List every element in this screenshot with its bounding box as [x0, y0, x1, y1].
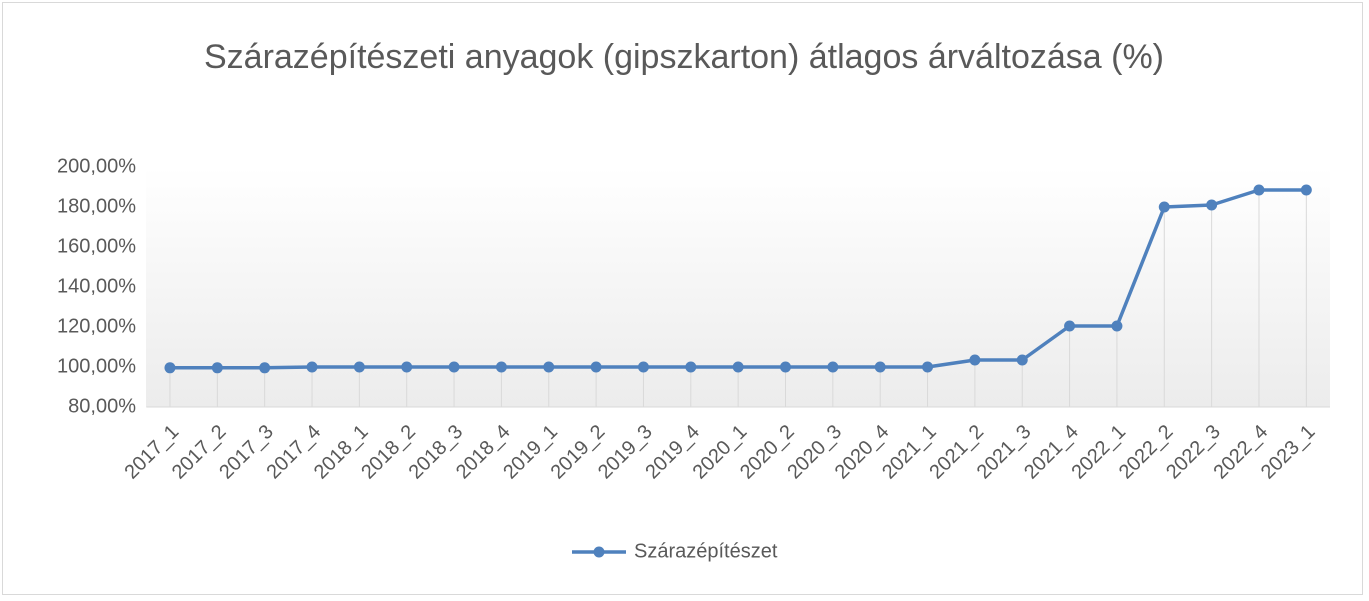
data-point	[211, 362, 223, 374]
data-point	[969, 354, 981, 366]
data-point	[1253, 184, 1265, 196]
legend-marker	[593, 546, 605, 558]
x-tick-label: 2023_1	[1257, 421, 1320, 484]
data-point	[827, 361, 839, 373]
data-point	[685, 361, 697, 373]
chart-title: Szárazépítészeti anyagok (gipszkarton) á…	[203, 38, 1165, 76]
data-point	[1300, 184, 1312, 196]
data-point	[590, 361, 602, 373]
y-tick-label: 140,00%	[57, 275, 136, 297]
data-point	[495, 361, 507, 373]
data-point	[164, 362, 176, 374]
y-tick-label: 200,00%	[57, 155, 136, 177]
y-tick-label: 160,00%	[57, 235, 136, 257]
data-point	[779, 361, 791, 373]
data-point	[1064, 320, 1076, 332]
y-tick-label: 180,00%	[57, 195, 136, 217]
y-tick-label: 120,00%	[57, 315, 136, 337]
data-point	[306, 361, 318, 373]
data-point	[448, 361, 460, 373]
data-point	[259, 362, 271, 374]
data-point	[401, 361, 413, 373]
legend-label: Szárazépítészet	[634, 540, 778, 562]
data-point	[1158, 201, 1170, 213]
y-tick-label: 80,00%	[68, 395, 136, 417]
data-point	[922, 361, 934, 373]
y-tick-label: 100,00%	[57, 355, 136, 377]
data-point	[1016, 354, 1028, 366]
data-point	[1206, 199, 1218, 211]
data-point	[732, 361, 744, 373]
data-point	[874, 361, 886, 373]
data-point	[1111, 320, 1123, 332]
data-point	[543, 361, 555, 373]
data-point	[637, 361, 649, 373]
data-point	[353, 361, 365, 373]
